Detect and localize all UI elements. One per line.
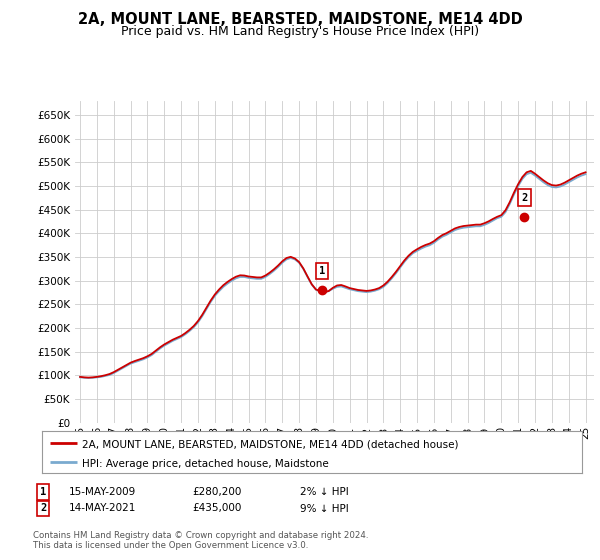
Text: 1: 1 xyxy=(40,487,46,497)
Text: £280,200: £280,200 xyxy=(192,487,241,497)
Text: Price paid vs. HM Land Registry's House Price Index (HPI): Price paid vs. HM Land Registry's House … xyxy=(121,25,479,38)
Text: 14-MAY-2021: 14-MAY-2021 xyxy=(69,503,136,514)
Text: 2: 2 xyxy=(521,193,527,203)
Text: 2A, MOUNT LANE, BEARSTED, MAIDSTONE, ME14 4DD (detached house): 2A, MOUNT LANE, BEARSTED, MAIDSTONE, ME1… xyxy=(83,440,459,450)
Text: 15-MAY-2009: 15-MAY-2009 xyxy=(69,487,136,497)
Text: £435,000: £435,000 xyxy=(192,503,241,514)
Text: 9% ↓ HPI: 9% ↓ HPI xyxy=(300,503,349,514)
Text: 2% ↓ HPI: 2% ↓ HPI xyxy=(300,487,349,497)
Text: 2: 2 xyxy=(40,503,46,514)
Text: HPI: Average price, detached house, Maidstone: HPI: Average price, detached house, Maid… xyxy=(83,459,329,469)
Text: Contains HM Land Registry data © Crown copyright and database right 2024.
This d: Contains HM Land Registry data © Crown c… xyxy=(33,531,368,550)
Text: 2A, MOUNT LANE, BEARSTED, MAIDSTONE, ME14 4DD: 2A, MOUNT LANE, BEARSTED, MAIDSTONE, ME1… xyxy=(77,12,523,27)
Text: 1: 1 xyxy=(319,266,325,276)
